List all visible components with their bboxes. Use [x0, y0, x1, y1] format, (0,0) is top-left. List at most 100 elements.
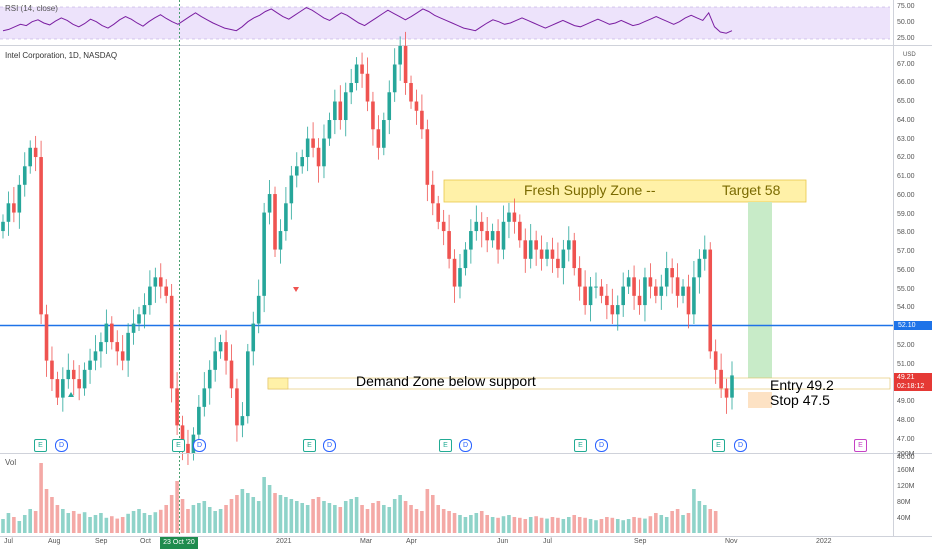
target-label: Target 58: [722, 182, 781, 198]
dividend-event-icon[interactable]: D: [734, 439, 747, 452]
volume-bar: [702, 505, 707, 533]
candle-body: [594, 286, 598, 288]
volume-bar: [6, 513, 11, 533]
candle-body: [469, 231, 473, 250]
dividend-event-icon[interactable]: D: [193, 439, 206, 452]
demand-zone-label: Demand Zone below support: [356, 373, 536, 389]
time-axis-label: Oct: [140, 538, 151, 545]
supply-zone[interactable]: [443, 179, 807, 203]
candle-body: [686, 286, 691, 315]
volume-bar: [692, 489, 696, 533]
candle-body: [441, 221, 446, 232]
volume-bar: [33, 511, 38, 533]
volume-bar: [44, 489, 49, 533]
candle-body: [1, 221, 5, 232]
candle-body: [403, 46, 408, 84]
candle-body: [463, 249, 468, 269]
volume-bar: [528, 517, 533, 533]
rsi-band: [0, 7, 890, 39]
volume-bar: [425, 489, 430, 533]
earnings-event-icon[interactable]: E: [574, 439, 587, 452]
volume-bar: [278, 495, 283, 533]
volume-bar: [273, 493, 277, 533]
volume-bar: [39, 463, 43, 533]
rsi-line: [2, 7, 733, 34]
dividend-event-icon[interactable]: D: [459, 439, 472, 452]
candle-body: [305, 138, 310, 158]
volume-bar: [256, 501, 261, 533]
volume-bar: [626, 519, 631, 533]
volume-bar: [441, 509, 446, 533]
candles-layer: [1, 31, 734, 465]
price-level-label: 65.00: [897, 98, 915, 105]
earnings-event-icon[interactable]: E: [303, 439, 316, 452]
target-zone[interactable]: [748, 202, 772, 378]
dividend-event-icon[interactable]: D: [55, 439, 68, 452]
price-level-label: 54.00: [897, 304, 915, 312]
dividend-event-icon[interactable]: D: [323, 439, 336, 452]
price-level-label: 66.00: [897, 79, 915, 87]
time-axis-label: Jul: [4, 538, 13, 545]
candle-body: [333, 101, 337, 121]
candle-body: [148, 286, 152, 306]
volume-bar: [17, 521, 22, 533]
dividend-event-icon[interactable]: D: [595, 439, 608, 452]
candle-body: [452, 258, 457, 287]
price-level-label: 52.00: [897, 341, 915, 349]
earnings-event-icon[interactable]: E: [172, 439, 185, 452]
candle-body: [12, 203, 16, 213]
earnings-event-icon[interactable]: E: [854, 439, 867, 452]
candle-body: [256, 295, 261, 324]
volume-bar: [120, 517, 125, 533]
earnings-event-icon[interactable]: E: [439, 439, 452, 452]
volume-bar: [115, 518, 120, 533]
candle-body: [284, 203, 288, 232]
volume-bar: [235, 495, 239, 533]
candle-body: [158, 277, 163, 287]
candle-body: [724, 388, 729, 398]
candle-body: [518, 221, 522, 241]
candle-body: [664, 268, 669, 287]
volume-bar: [670, 511, 674, 533]
volume-bar: [643, 518, 647, 533]
candle-body: [512, 212, 517, 222]
candle-body: [675, 277, 680, 296]
candle-body: [730, 375, 734, 398]
volume-bar: [224, 505, 228, 533]
earnings-event-icon[interactable]: E: [34, 439, 47, 452]
volume-bar: [289, 499, 294, 533]
candle-body: [300, 157, 305, 167]
symbol-title[interactable]: Intel Corporation, 1D, NASDAQ: [5, 51, 118, 60]
volume-bar: [545, 518, 549, 533]
candle-body: [316, 147, 321, 167]
candle-body: [50, 360, 54, 380]
volume-bar: [175, 481, 179, 533]
volume-bar: [648, 516, 653, 533]
volume-bar: [469, 515, 473, 533]
candle-body: [458, 268, 462, 287]
time-axis-label: Mar: [360, 538, 373, 545]
stop-zone[interactable]: [748, 392, 772, 408]
volume-bar: [615, 519, 620, 533]
volume-bar: [621, 520, 625, 533]
volume-bar: [202, 501, 207, 533]
volume-bar: [61, 509, 65, 533]
candle-body: [430, 184, 435, 204]
volume-bar: [300, 503, 305, 533]
candle-body: [545, 249, 549, 259]
earnings-event-icon[interactable]: E: [712, 439, 725, 452]
rsi-level-label: 75.00: [897, 3, 915, 10]
volume-bar: [349, 499, 353, 533]
candle-body: [615, 305, 620, 315]
volume-bar: [12, 517, 16, 533]
volume-bar: [588, 519, 593, 533]
volume-bar: [697, 501, 702, 533]
volume-bar: [158, 509, 163, 533]
volume-bar: [610, 517, 615, 533]
volume-bar: [637, 517, 642, 533]
volume-bar: [436, 505, 441, 533]
rsi-level-label: 25.00: [897, 35, 915, 42]
candle-body: [583, 286, 587, 306]
volume-level-label: 40M: [897, 515, 911, 522]
